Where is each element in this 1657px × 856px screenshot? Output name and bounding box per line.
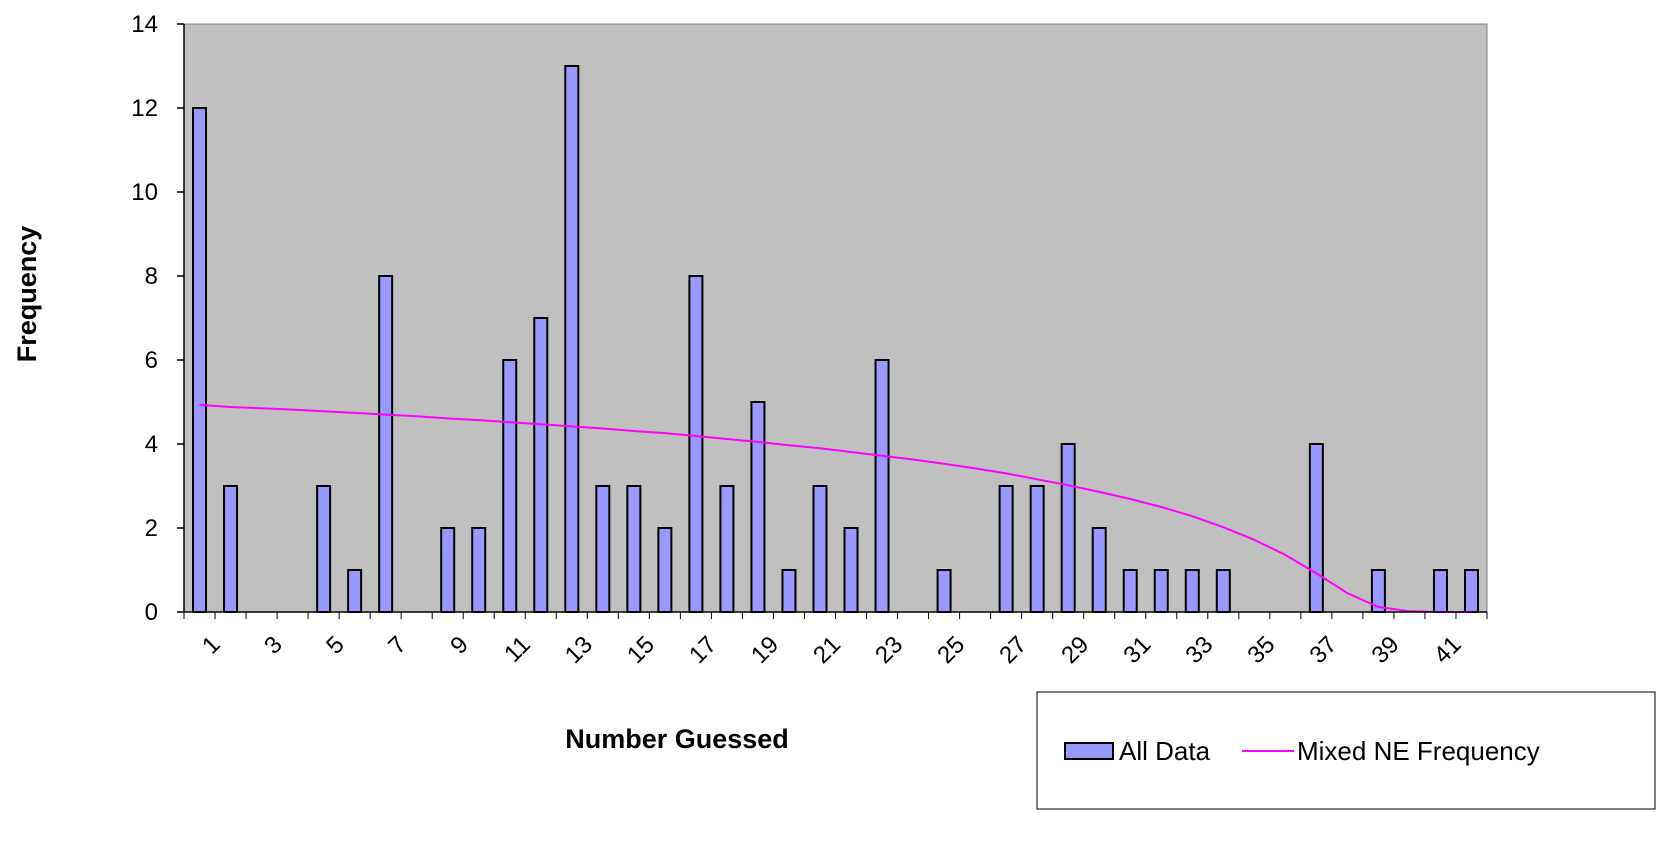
x-tick-label: 35 <box>1242 631 1280 669</box>
bar-x20 <box>781 569 797 613</box>
legend-label-all-data: All Data <box>1119 736 1211 766</box>
bar-x7 <box>378 275 394 613</box>
bar-x32 <box>1153 569 1169 613</box>
bar-series <box>192 65 1479 613</box>
x-tick-labels: 1 3 5 7 9 11 13 15 17 19 21 23 25 27 29 31 33 35 37 39 41 <box>197 631 1466 669</box>
legend-box <box>1036 691 1656 810</box>
bar-x41 <box>1432 569 1448 613</box>
x-tick-label: 27 <box>994 631 1032 669</box>
bar-x12 <box>533 317 549 613</box>
axes <box>177 23 1488 619</box>
x-tick-label: 15 <box>622 631 660 669</box>
x-tick-label: 33 <box>1180 631 1218 669</box>
y-tick-label: 10 <box>131 179 158 206</box>
x-tick-label: 21 <box>808 631 846 669</box>
x-tick-label: 29 <box>1056 631 1094 669</box>
bar-x33 <box>1184 569 1200 613</box>
bar-x9 <box>440 527 456 613</box>
x-tick-label: 13 <box>560 631 598 669</box>
x-tick-label: 3 <box>259 631 288 660</box>
x-tick-label: 5 <box>321 631 350 660</box>
bar-x42 <box>1463 569 1479 613</box>
bar-x14 <box>595 485 611 613</box>
bar-x22 <box>843 527 859 613</box>
line-series-mixed-ne <box>199 403 1472 613</box>
x-tick-label: 23 <box>870 631 908 669</box>
x-tick-label: 19 <box>746 631 784 669</box>
bar-x13 <box>564 65 580 613</box>
x-tick-label: 25 <box>932 631 970 669</box>
x-tick-label: 41 <box>1429 631 1467 669</box>
bar-x23 <box>874 359 890 613</box>
bar-x10 <box>471 527 487 613</box>
bar-x6 <box>347 569 363 613</box>
bar-x21 <box>812 485 828 613</box>
bar-x31 <box>1122 569 1138 613</box>
bar-x34 <box>1215 569 1231 613</box>
bar-x11 <box>502 359 518 613</box>
bar-x1 <box>192 107 208 613</box>
y-tick-label: 6 <box>145 347 158 374</box>
x-tick-label: 11 <box>499 631 536 668</box>
x-tick-label: 17 <box>684 631 722 669</box>
bar-x15 <box>626 485 642 613</box>
bar-x25 <box>936 569 952 613</box>
bar-x29 <box>1060 443 1076 613</box>
bar-x19 <box>750 401 766 613</box>
x-tick-label: 37 <box>1305 631 1343 669</box>
x-tick-label: 39 <box>1367 631 1405 669</box>
y-tick-label: 0 <box>145 599 158 626</box>
bar-x2 <box>223 485 239 613</box>
bar-x28 <box>1029 485 1045 613</box>
y-tick-labels: 0 2 4 6 8 10 12 14 <box>131 11 158 626</box>
y-axis-title: Frequency <box>12 226 42 363</box>
y-tick-label: 14 <box>131 11 158 38</box>
y-tick-label: 2 <box>145 515 158 542</box>
bar-x17 <box>688 275 704 613</box>
x-tick-label: 31 <box>1118 631 1156 669</box>
bar-x30 <box>1091 527 1107 613</box>
x-axis-title: Number Guessed <box>565 724 789 754</box>
legend-label-mixed-ne: Mixed NE Frequency <box>1297 736 1540 766</box>
legend: All Data Mixed NE Frequency <box>1036 691 1656 810</box>
bar-x18 <box>719 485 735 613</box>
bar-x37 <box>1308 443 1324 613</box>
legend-swatch-all-data <box>1064 742 1114 760</box>
y-tick-label: 12 <box>131 95 158 122</box>
bar-x5 <box>316 485 332 613</box>
y-tick-label: 8 <box>145 263 158 290</box>
plot-area <box>183 23 1488 613</box>
x-tick-label: 1 <box>197 631 226 660</box>
bar-x27 <box>998 485 1014 613</box>
x-tick-label: 9 <box>445 631 474 660</box>
y-tick-label: 4 <box>145 431 158 458</box>
x-tick-label: 7 <box>383 631 412 660</box>
bar-x16 <box>657 527 673 613</box>
